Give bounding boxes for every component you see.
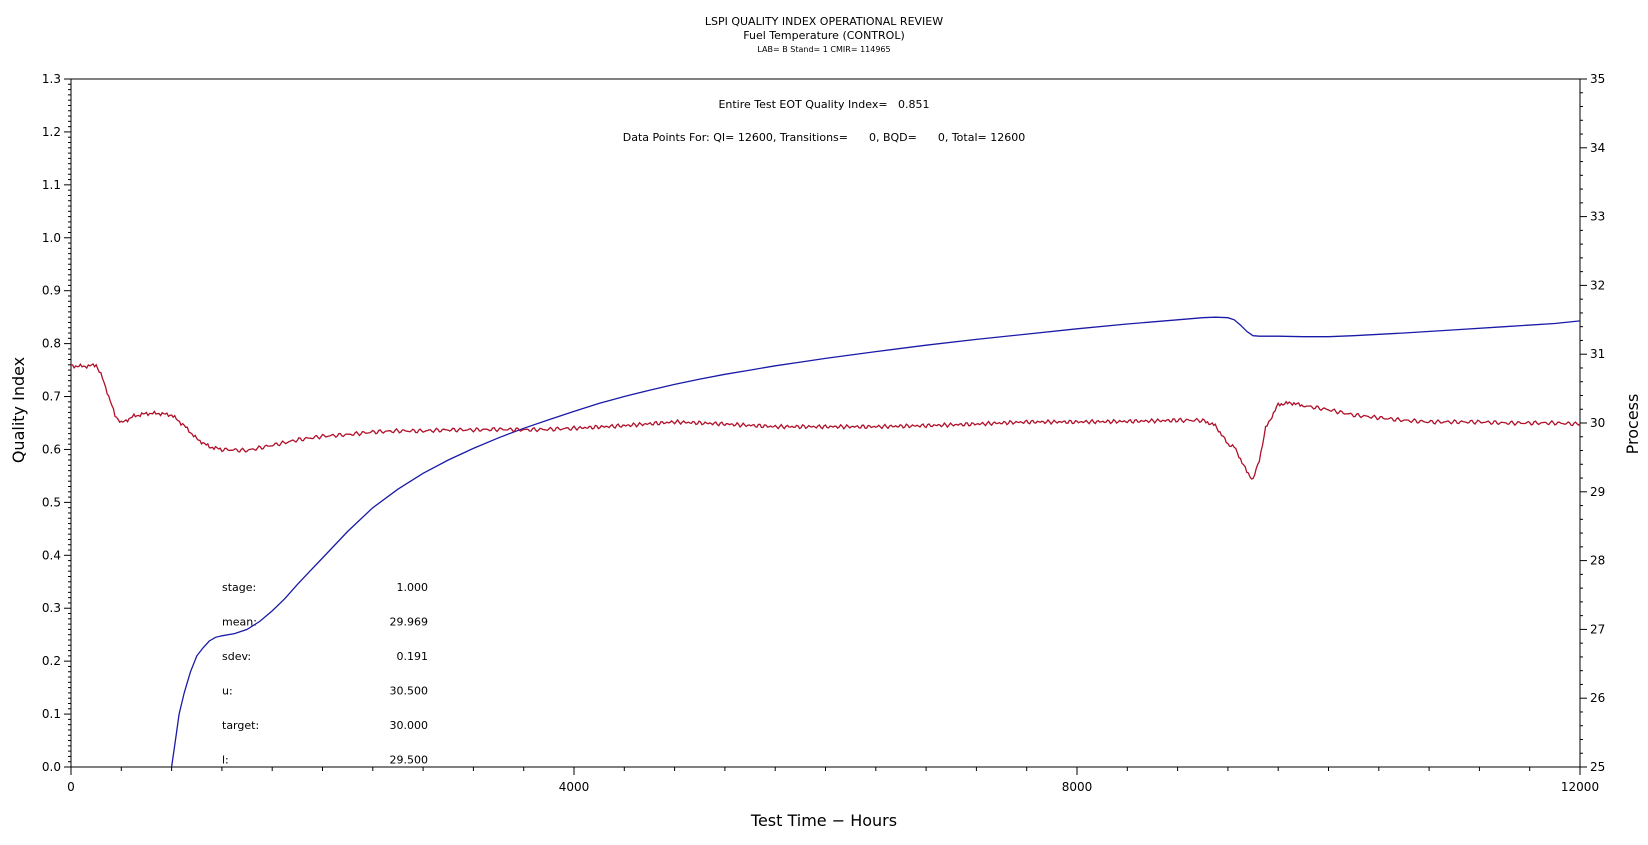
y2-tick-label: 27: [1590, 622, 1605, 636]
y-tick-label: 0.9: [42, 284, 61, 298]
y2-tick-label: 25: [1590, 760, 1605, 774]
stats-label: u:: [222, 685, 233, 698]
y-axis-label: Quality Index: [9, 357, 28, 463]
stats-value: 0.191: [397, 650, 429, 663]
quality-index-annotation: Entire Test EOT Quality Index= 0.851: [718, 98, 929, 111]
y2-tick-label: 35: [1590, 72, 1605, 86]
chart-subsubtitle: LAB= B Stand= 1 CMIR= 114965: [757, 45, 890, 54]
y2-axis-label: Process: [1623, 394, 1642, 455]
chart-title: LSPI QUALITY INDEX OPERATIONAL REVIEW: [705, 15, 943, 28]
y-tick-label: 0.8: [42, 337, 61, 351]
y-tick-label: 0.7: [42, 390, 61, 404]
x-tick-label: 4000: [559, 780, 590, 794]
y2-tick-label: 26: [1590, 691, 1605, 705]
plot-frame: [70, 78, 1581, 768]
y-tick-label: 0.5: [42, 495, 61, 509]
y2-tick-label: 31: [1590, 347, 1605, 361]
series-line-1: [170, 316, 1581, 768]
y2-tick-label: 32: [1590, 278, 1605, 292]
stats-value: 30.500: [390, 685, 429, 698]
stats-label: sdev:: [222, 650, 251, 663]
data-points-annotation: Data Points For: QI= 12600, Transitions=…: [623, 131, 1025, 144]
y-tick-label: 1.3: [42, 72, 61, 86]
stats-value: 29.500: [390, 754, 429, 767]
chart-subtitle: Fuel Temperature (CONTROL): [743, 29, 905, 42]
y2-tick-label: 30: [1590, 416, 1605, 430]
plot-area: [64, 78, 1587, 775]
y-tick-label: 0.3: [42, 601, 61, 615]
y-tick-label: 1.0: [42, 231, 61, 245]
y-tick-label: 0.0: [42, 760, 61, 774]
y2-tick-label: 29: [1590, 485, 1605, 499]
y-tick-label: 1.2: [42, 125, 61, 139]
stats-label: l:: [222, 754, 229, 767]
series-line-2: [70, 362, 1581, 480]
x-tick-label: 12000: [1561, 780, 1599, 794]
stats-label: mean:: [222, 616, 257, 629]
stats-value: 30.000: [390, 719, 429, 732]
stats-label: stage:: [222, 581, 256, 594]
x-axis-label: Test Time − Hours: [750, 811, 897, 830]
stats-table: stage: 1.000 mean: 29.969 sdev: 0.191 u: 30.500…: [222, 581, 428, 767]
stats-value: 1.000: [397, 581, 429, 594]
y2-tick-label: 34: [1590, 141, 1605, 155]
stats-value: 29.969: [390, 616, 429, 629]
y2-tick-label: 33: [1590, 210, 1605, 224]
y-tick-label: 0.6: [42, 442, 61, 456]
y-tick-label: 0.1: [42, 707, 61, 721]
y2-tick-label: 28: [1590, 554, 1605, 568]
y-tick-label: 0.2: [42, 654, 61, 668]
x-tick-label: 8000: [1062, 780, 1093, 794]
y-tick-label: 1.1: [42, 178, 61, 192]
stats-label: target:: [222, 719, 259, 732]
y-tick-label: 0.4: [42, 548, 61, 562]
x-tick-label: 0: [67, 780, 75, 794]
